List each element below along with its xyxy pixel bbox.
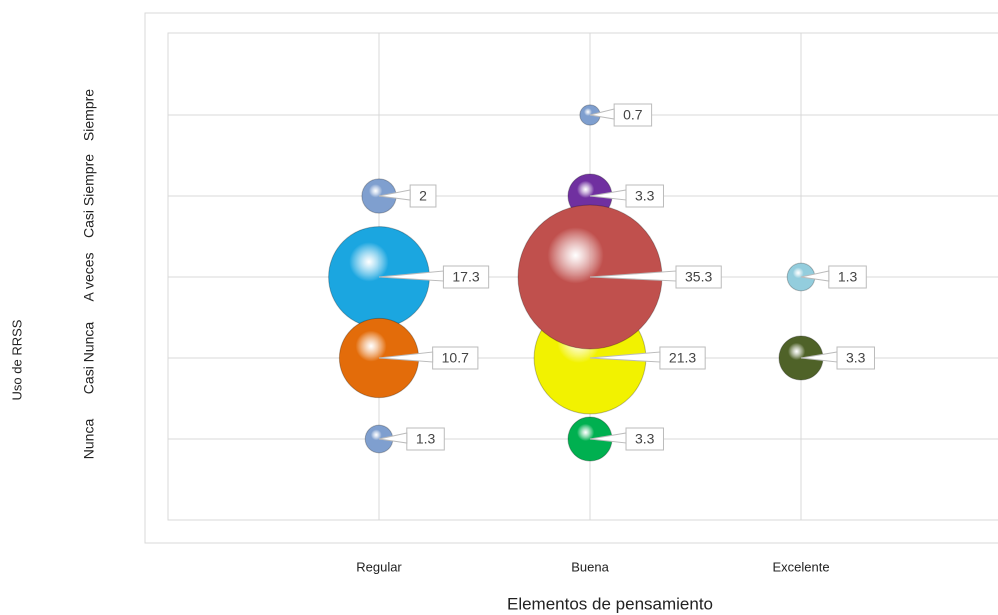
label-pointer	[800, 351, 838, 363]
data-label: 1.3	[838, 269, 858, 285]
y-tick-label: Casi Siempre	[81, 154, 97, 238]
y-tick-label: Siempre	[81, 89, 97, 141]
label-pointer	[378, 270, 444, 282]
label-pointer	[378, 189, 411, 201]
y-tick-label: A veces	[81, 252, 97, 301]
y-tick-label: Casi Nunca	[81, 322, 97, 395]
label-pointer	[800, 270, 830, 282]
label-pointer	[378, 432, 408, 444]
data-label: 1.3	[416, 431, 436, 447]
label-pointer	[589, 270, 677, 282]
data-label: 35.3	[685, 269, 712, 285]
label-pointer	[378, 351, 434, 363]
data-label: 17.3	[452, 269, 479, 285]
y-axis-title: Uso de RRSS	[9, 319, 24, 400]
label-pointer	[589, 189, 627, 201]
data-label: 3.3	[846, 350, 866, 366]
data-label: 21.3	[669, 350, 696, 366]
x-axis-title: Elementos de pensamiento	[507, 594, 713, 613]
data-label: 3.3	[635, 188, 655, 204]
label-pointer	[589, 432, 627, 444]
label-pointer	[589, 351, 661, 363]
x-tick-label: Regular	[356, 559, 402, 574]
x-tick-label: Buena	[571, 559, 609, 574]
data-label: 10.7	[442, 350, 469, 366]
label-pointer	[589, 108, 615, 120]
data-label: 2	[419, 188, 427, 204]
y-tick-label: Nunca	[81, 419, 97, 460]
data-label: 0.7	[623, 107, 643, 123]
x-tick-label: Excelente	[772, 559, 829, 574]
data-label: 3.3	[635, 431, 655, 447]
